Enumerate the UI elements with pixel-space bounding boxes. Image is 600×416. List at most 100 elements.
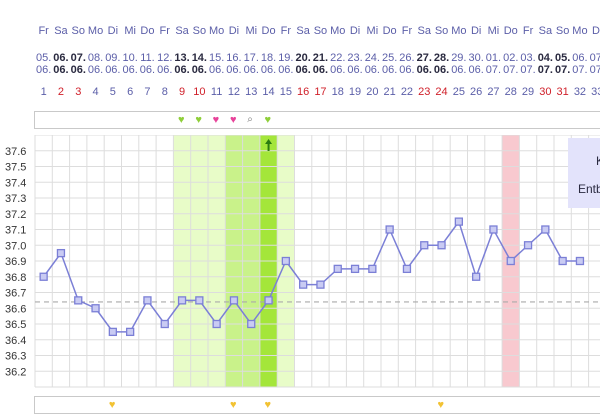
- weekday-label: So: [434, 25, 449, 37]
- cycle-day-number: 31: [556, 86, 569, 98]
- green-heart-icon[interactable]: ♥: [195, 114, 202, 126]
- pink-heart-icon[interactable]: ♥: [229, 114, 237, 126]
- cycle-day-number: 20: [366, 86, 379, 98]
- y-tick-label: 36.3: [5, 351, 26, 363]
- cycle-day-number: 19: [348, 86, 362, 98]
- date-month-label: 06.: [312, 64, 329, 76]
- y-tick-label: 36.6: [5, 303, 26, 315]
- cycle-day-number: 15: [279, 86, 292, 98]
- cycle-day-number: 10: [193, 86, 206, 98]
- date-day-label: 17.: [243, 52, 259, 64]
- weekday-label: Di: [349, 25, 361, 37]
- date-day-label: 27.: [416, 52, 432, 64]
- weekday-label: Mo: [330, 25, 346, 37]
- date-month-label: 06.: [381, 64, 398, 76]
- date-day-label: 05.: [554, 52, 571, 64]
- cycle-day-number: 22: [400, 86, 414, 98]
- temperature-point: [126, 327, 135, 337]
- y-tick-label: 36.4: [5, 335, 26, 347]
- weekday-label: Mi: [487, 25, 500, 37]
- weekday-label: Sa: [54, 25, 68, 37]
- date-day-label: 09.: [105, 52, 121, 64]
- weekday-label: Sa: [417, 25, 431, 37]
- weekday-label: Do: [382, 25, 397, 37]
- bottom-event-strip[interactable]: ♥ ♥ ♥ ♥: [34, 396, 600, 414]
- date-month-label: 06.: [433, 64, 450, 76]
- y-tick-label: 37.2: [5, 209, 26, 221]
- date-month-label: 06.: [105, 64, 121, 76]
- date-day-label: 19.: [278, 52, 294, 64]
- green-heart-icon[interactable]: ♥: [264, 114, 272, 126]
- date-month-label: 07.: [554, 64, 571, 76]
- yellow-heart-icon[interactable]: ♥: [229, 399, 237, 411]
- cycle-day-number: 3: [75, 86, 82, 98]
- date-month-label: 06.: [87, 64, 104, 76]
- cycle-day-number: 23: [418, 86, 431, 98]
- legend-line1: K: [596, 154, 600, 168]
- date-month-label: 06.: [416, 64, 432, 76]
- date-month-label: 06.: [468, 64, 484, 76]
- weekday-label: Mi: [366, 25, 379, 37]
- date-month-label: 07.: [520, 64, 536, 76]
- temperature-point: [437, 241, 446, 250]
- temperature-point: [91, 304, 100, 313]
- magnifier-icon[interactable]: ⌕: [247, 114, 253, 125]
- weekday-label: Mi: [124, 25, 136, 37]
- yellow-heart-icon[interactable]: ♥: [264, 399, 272, 411]
- temperature-point: [212, 319, 221, 329]
- legend-line2: Entb: [578, 182, 600, 196]
- date-day-label: 07.: [589, 52, 600, 64]
- weekday-label: Di: [470, 25, 482, 37]
- date-month-label: 07.: [572, 64, 588, 76]
- date-day-label: 30.: [468, 52, 484, 64]
- cycle-day-number: 18: [331, 86, 344, 98]
- yellow-heart-icon[interactable]: ♥: [108, 399, 116, 411]
- legend-panel[interactable]: K Entb: [568, 138, 600, 208]
- yellow-heart-icon[interactable]: ♥: [437, 399, 445, 411]
- temperature-point: [558, 256, 567, 266]
- date-day-label: 25.: [381, 52, 398, 64]
- green-heart-icon[interactable]: ♥: [178, 114, 185, 126]
- temperature-point: [247, 319, 256, 329]
- temperature-point: [541, 225, 550, 234]
- date-month-label: 06.: [278, 64, 294, 76]
- weekday-label: So: [313, 25, 328, 37]
- date-day-label: 03.: [520, 52, 536, 64]
- cycle-day-number: 32: [573, 86, 587, 98]
- temperature-point: [281, 256, 291, 266]
- cycle-day-number: 12: [227, 86, 241, 98]
- date-month-label: 07.: [589, 64, 600, 76]
- y-tick-label: 37.1: [5, 225, 26, 237]
- y-tick-label: 36.2: [5, 366, 26, 378]
- date-month-label: 06.: [295, 64, 311, 76]
- cycle-day-number: 9: [178, 86, 186, 98]
- y-tick-label: 36.7: [5, 288, 26, 300]
- y-tick-label: 37.6: [5, 146, 26, 158]
- date-day-label: 08.: [87, 52, 104, 64]
- date-month-label: 06.: [226, 64, 242, 76]
- cycle-header: Fr Sa So Mo Di Mi Do Fr Sa So Mo Di Mi Do Fr Sa So Mo Di Mi…: [0, 0, 600, 110]
- weekday-label: Di: [592, 25, 600, 37]
- top-event-strip[interactable]: ♥ ♥ ♥ ♥ ⌕ ♥: [34, 111, 600, 129]
- date-day-label: 12.: [157, 52, 173, 64]
- date-day-label: 20.: [295, 52, 311, 64]
- weekday-label: Sa: [538, 25, 553, 37]
- weekday-label: Do: [140, 25, 155, 37]
- weekday-label: Mo: [451, 25, 467, 37]
- temperature-point: [74, 296, 83, 305]
- cycle-day-number: 13: [245, 86, 258, 98]
- cycle-day-number: 30: [539, 86, 552, 98]
- cycle-day-number: 1: [40, 86, 47, 98]
- pink-heart-icon[interactable]: ♥: [212, 114, 220, 126]
- temperature-point: [195, 296, 204, 305]
- date-day-label: 07.: [70, 52, 86, 64]
- temperature-point: [264, 296, 273, 305]
- date-day-label: 21.: [312, 52, 329, 64]
- date-day-label: 11.: [140, 52, 155, 64]
- y-tick-label: 36.9: [5, 256, 26, 268]
- weekday-label: Fr: [401, 25, 413, 37]
- date-month-label: 07.: [537, 64, 553, 76]
- y-tick-label: 37.3: [5, 193, 26, 205]
- cycle-day-number: 16: [297, 86, 310, 98]
- y-tick-label: 37.0: [5, 240, 26, 252]
